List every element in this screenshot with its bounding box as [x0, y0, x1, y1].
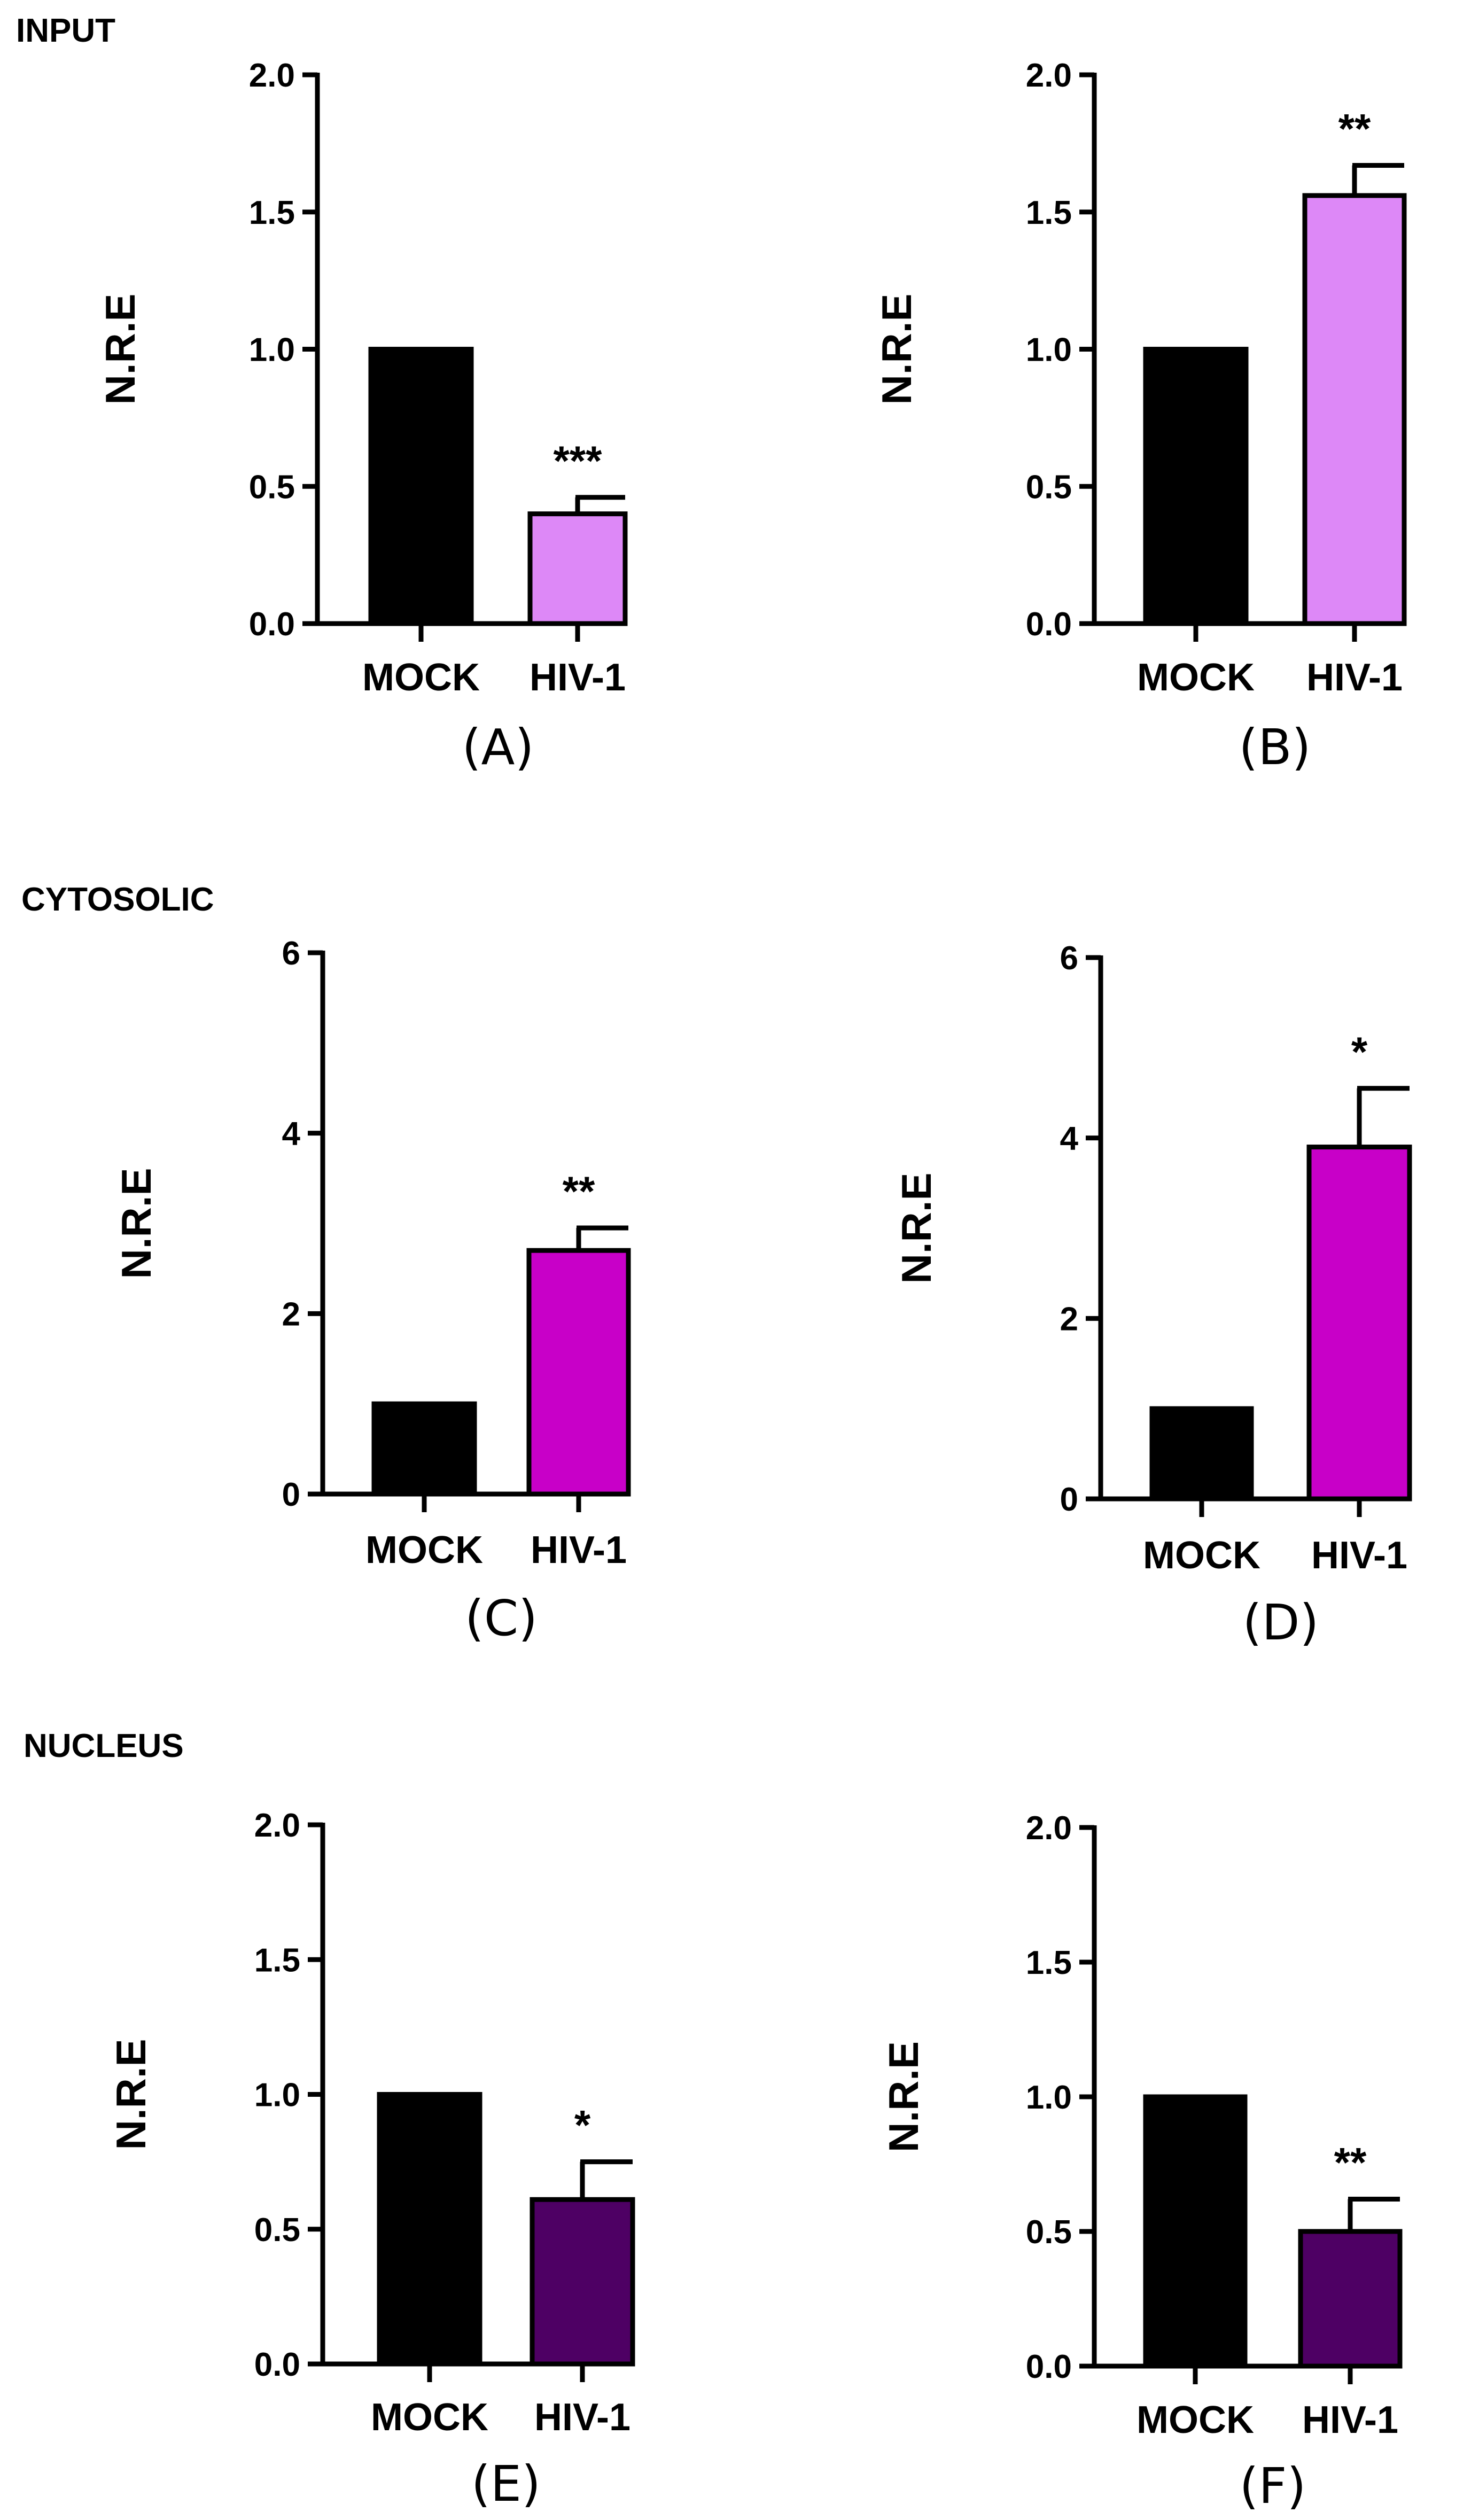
chart-panel-1: 0.0 0.5 1.0 1.5 2.0 MOCK HIV-1 *** N.R.E (A)	[97, 57, 628, 776]
bar-hiv-1	[530, 2197, 635, 2367]
chart-panel-2: 0.0 0.5 1.0 1.5 2.0 MOCK HIV-1 ** N.R.E (B)	[873, 57, 1407, 776]
y-tick-label: 1.0	[254, 2077, 300, 2114]
y-tick-label: 1.5	[254, 1942, 300, 1979]
x-category-label: HIV-1	[530, 656, 626, 699]
y-tick-label: 2.0	[249, 57, 295, 94]
y-tick-label: 0.5	[249, 469, 295, 505]
y-tick-label: 0.0	[1026, 606, 1072, 643]
section-label-cytosolic: CYTOSOLIC	[21, 881, 214, 918]
x-category-label: MOCK	[1137, 2399, 1254, 2441]
x-category-label: MOCK	[1137, 656, 1255, 699]
bar-hiv-1	[526, 1248, 631, 1497]
x-category-label: HIV-1	[1311, 1534, 1407, 1577]
significance-label: ***	[553, 437, 602, 484]
y-tick-label: 1.5	[1026, 195, 1072, 231]
y-tick-label: 1.0	[1026, 332, 1072, 369]
section-label-input: INPUT	[16, 12, 115, 49]
x-category-label: HIV-1	[1302, 2399, 1398, 2441]
panel-letter: (C)	[465, 1590, 538, 1647]
y-tick-label: 1.0	[1026, 2079, 1072, 2116]
y-tick-label: 2.0	[254, 1807, 300, 1844]
y-axis-title: N.R.E	[113, 1168, 160, 1279]
significance-label: *	[1351, 1028, 1368, 1075]
significance-label: **	[563, 1168, 595, 1215]
significance-label: **	[1334, 2139, 1367, 2186]
bar-mock	[1143, 2094, 1248, 2369]
bar-hiv-1	[527, 511, 628, 626]
y-tick-label: 0	[1060, 1481, 1078, 1518]
y-axis-title: N.R.E	[873, 293, 920, 405]
y-axis-title: N.R.E	[107, 2039, 154, 2150]
x-category-label: HIV-1	[1306, 656, 1403, 699]
y-axis-title: N.R.E	[97, 293, 144, 405]
x-category-label: MOCK	[1143, 1534, 1260, 1577]
y-tick-label: 2	[1060, 1301, 1078, 1337]
y-tick-label: 6	[282, 935, 300, 972]
y-tick-label: 1.5	[1026, 1945, 1072, 1981]
y-tick-label: 0.5	[254, 2212, 300, 2249]
y-tick-label: 0.0	[1026, 2348, 1072, 2385]
y-tick-label: 4	[1060, 1121, 1079, 1157]
bar-mock	[1143, 347, 1249, 626]
x-category-label: HIV-1	[531, 1529, 627, 1572]
bar-mock	[1149, 1406, 1254, 1502]
bar-mock	[371, 1401, 477, 1497]
panel-letter: (A)	[462, 719, 534, 776]
y-tick-label: 2.0	[1026, 1810, 1072, 1847]
bar-mock	[377, 2092, 482, 2367]
y-tick-label: 0.0	[254, 2346, 300, 2383]
y-tick-label: 4	[282, 1116, 301, 1153]
y-tick-label: 0.5	[1026, 469, 1072, 505]
significance-label: **	[1338, 105, 1371, 152]
chart-panel-6: 0.0 0.5 1.0 1.5 2.0 MOCK HIV-1 ** N.R.E (F)	[880, 1810, 1403, 2515]
y-tick-label: 2	[282, 1296, 300, 1333]
y-tick-label: 2.0	[1026, 57, 1072, 94]
x-category-label: HIV-1	[534, 2396, 630, 2439]
x-category-label: MOCK	[365, 1529, 483, 1572]
panel-letter: (F)	[1240, 2457, 1306, 2515]
y-tick-label: 1.0	[249, 332, 295, 369]
y-tick-label: 0.0	[249, 606, 295, 643]
bar-mock	[368, 347, 474, 626]
panel-letter: (D)	[1243, 1594, 1319, 1651]
chart-panel-3: 0 2 4 6 MOCK HIV-1 ** N.R.E (C)	[113, 935, 631, 1647]
y-tick-label: 0.5	[1026, 2214, 1072, 2251]
chart-panel-4: 0 2 4 6 MOCK HIV-1 * N.R.E (D)	[893, 940, 1412, 1651]
panel-letter: (B)	[1239, 719, 1311, 776]
significance-label: *	[574, 2102, 591, 2149]
x-category-label: MOCK	[362, 656, 480, 699]
y-tick-label: 6	[1060, 940, 1078, 977]
bar-hiv-1	[1298, 2229, 1403, 2369]
x-category-label: MOCK	[371, 2396, 488, 2439]
bar-hiv-1	[1302, 193, 1407, 626]
bar-hiv-1	[1306, 1145, 1412, 1502]
y-axis-title: N.R.E	[880, 2041, 927, 2152]
y-tick-label: 0	[282, 1476, 300, 1513]
panel-letter: (E)	[471, 2455, 541, 2513]
y-axis-title: N.R.E	[893, 1172, 940, 1284]
y-tick-label: 1.5	[249, 195, 295, 231]
chart-panel-5: 0.0 0.5 1.0 1.5 2.0 MOCK HIV-1 * N.R.E (E)	[107, 1807, 635, 2513]
section-label-nucleus: NUCLEUS	[24, 1728, 184, 1764]
